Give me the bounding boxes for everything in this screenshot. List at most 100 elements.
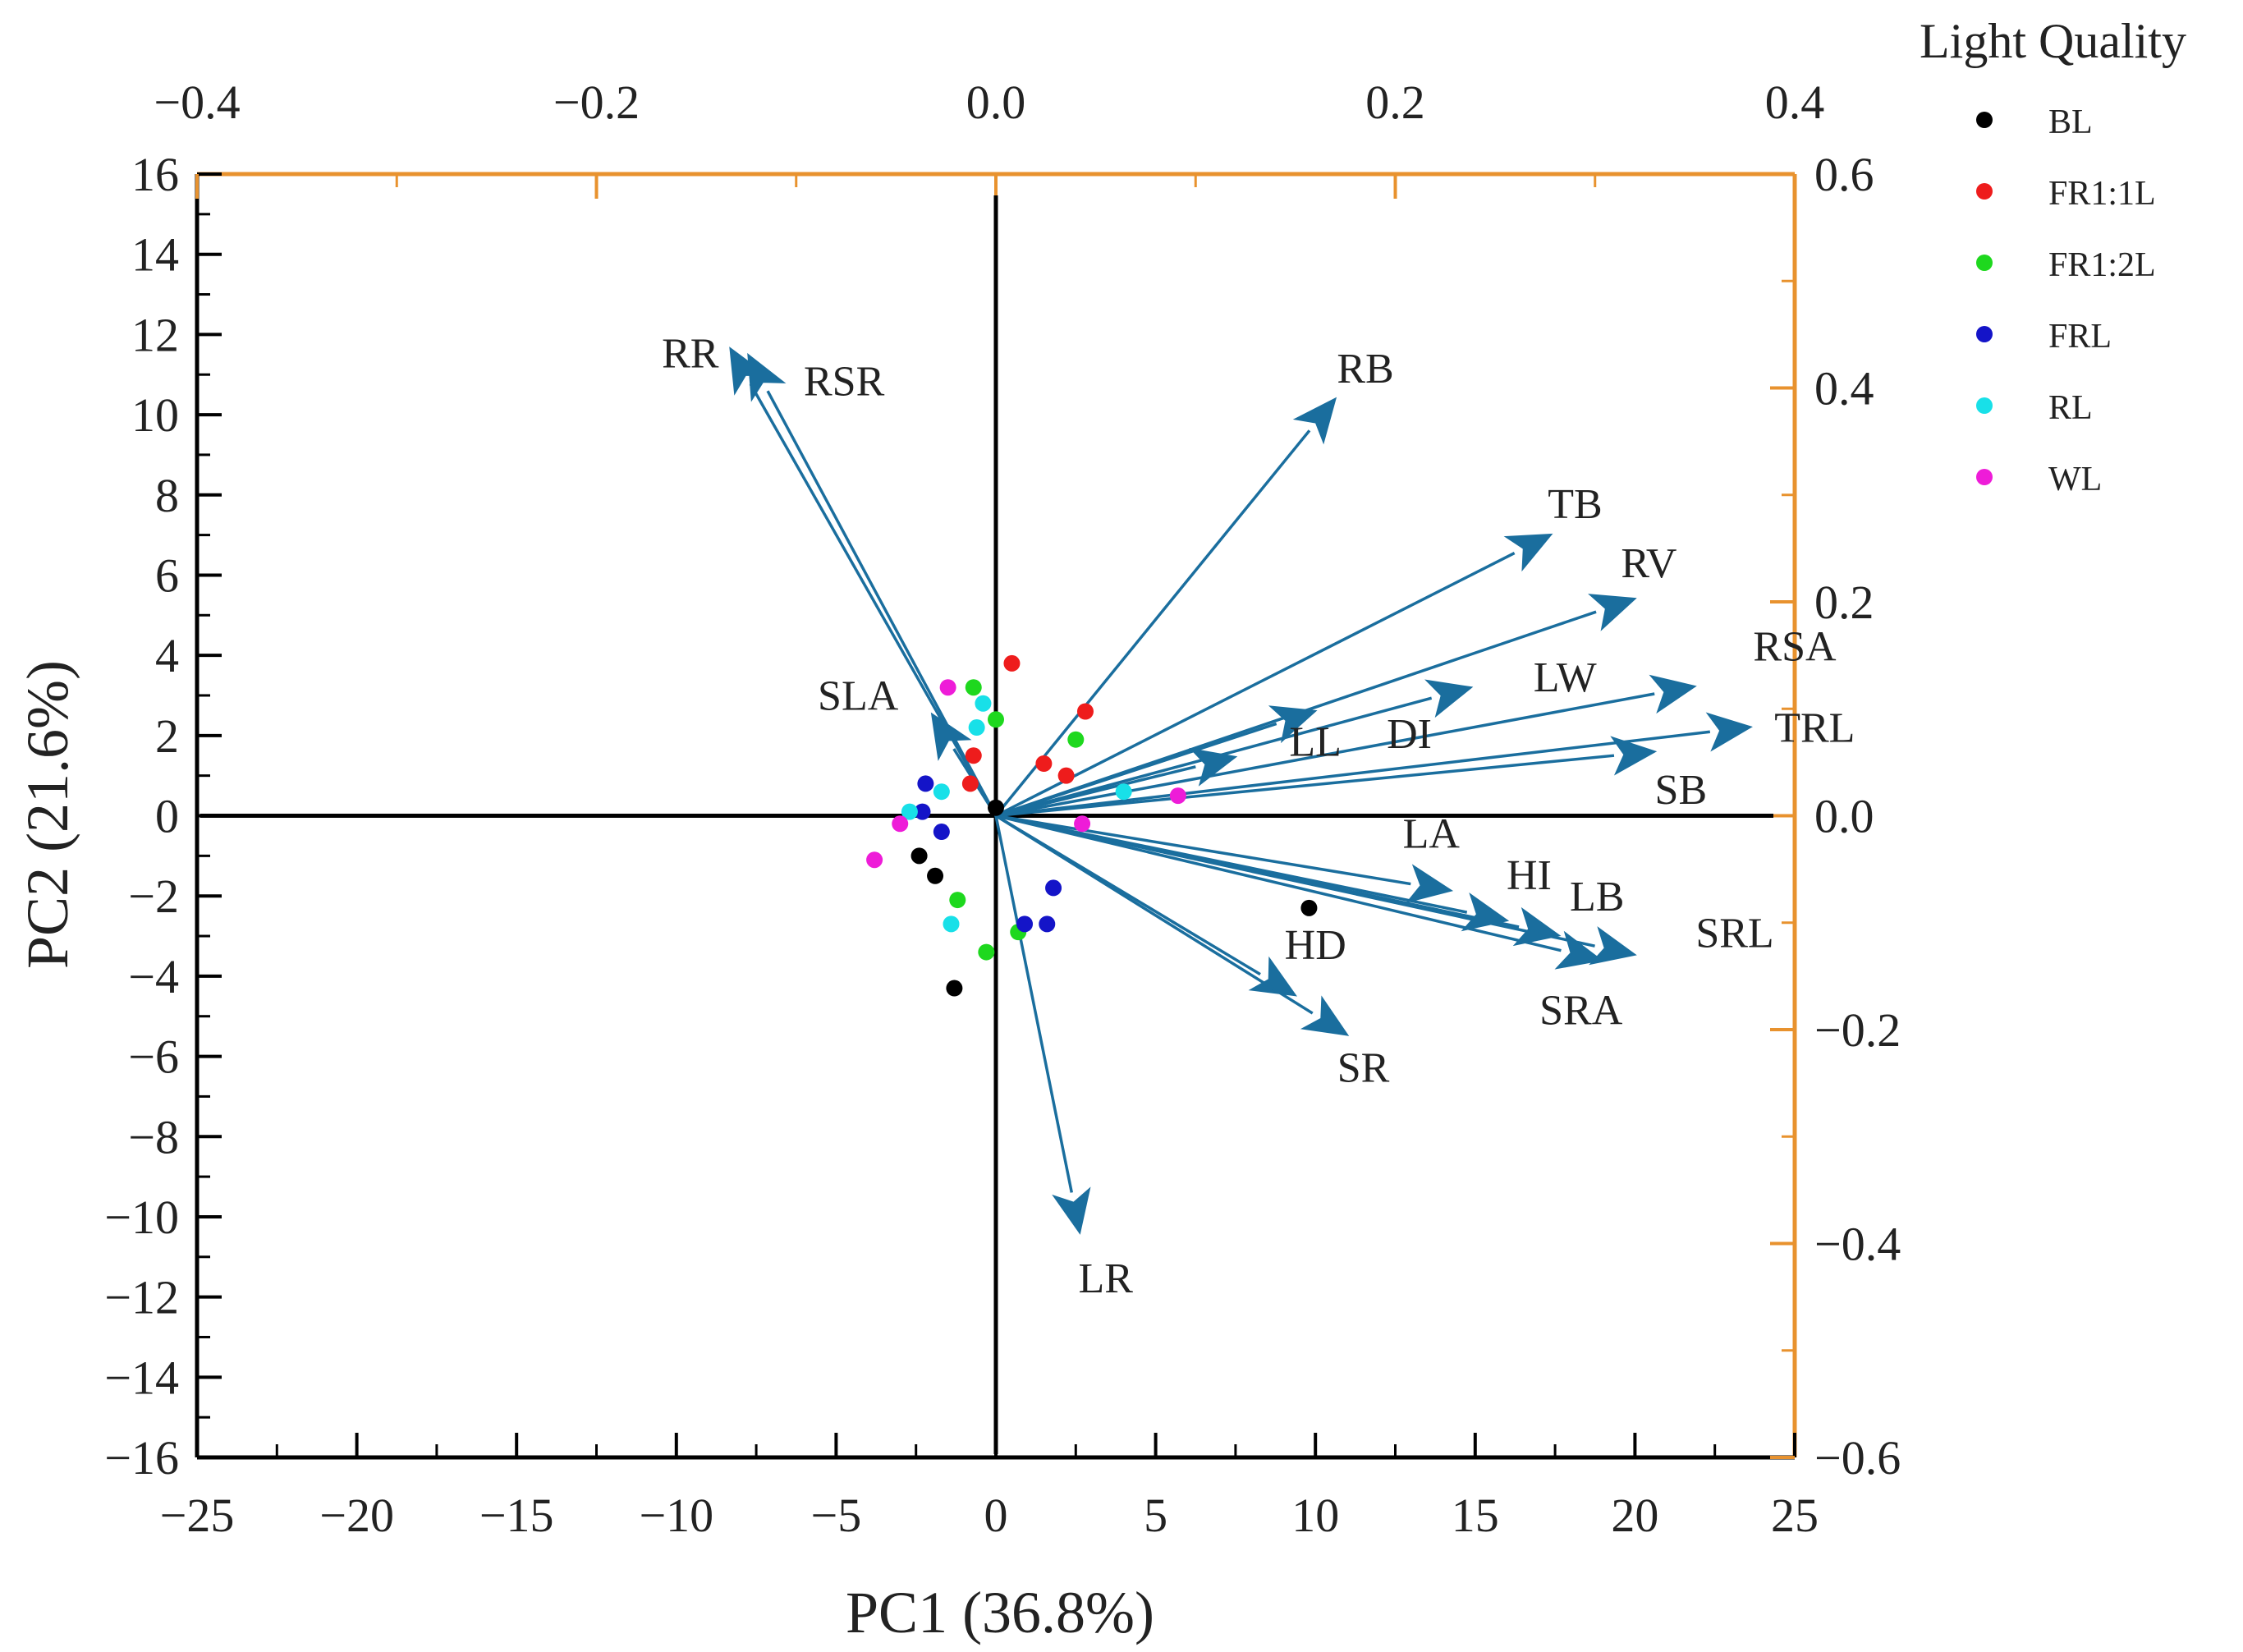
y-tick-label: −8 bbox=[128, 1110, 179, 1163]
loading-arrowhead-rb bbox=[1292, 397, 1337, 445]
score-point-fr1-2l bbox=[949, 892, 966, 909]
loading-label-srl: SRL bbox=[1695, 910, 1773, 957]
legend-label-fr1-2l: FR1:2L bbox=[2048, 246, 2156, 284]
loading-label-sb: SB bbox=[1655, 767, 1708, 814]
score-point-wl bbox=[866, 851, 883, 869]
legend-label-bl: BL bbox=[2048, 103, 2093, 141]
loading-arrow-srl bbox=[995, 814, 1595, 948]
score-point-frl bbox=[1016, 915, 1034, 933]
loading-arrowhead-trl bbox=[1705, 712, 1753, 752]
score-point-frl bbox=[917, 775, 934, 792]
loading-arrow-tb bbox=[995, 551, 1516, 818]
loading-arrow-trl bbox=[995, 730, 1711, 818]
y-tick-label: −6 bbox=[128, 1030, 179, 1084]
loading-label-sra: SRA bbox=[1539, 987, 1623, 1034]
score-point-fr1-1l bbox=[1076, 703, 1094, 720]
axis-tick-labels: −25 −20 −15 −10 −5 0 5 10 15 20 25−16−14−12−10−8−6… bbox=[104, 76, 1901, 1542]
axis-titles: PC1 (36.8%) PC2 (21.6%) bbox=[15, 660, 1154, 1645]
score-point-fr1-1l bbox=[1057, 767, 1075, 784]
legend-marker-fr1-1l bbox=[1976, 183, 1993, 200]
score-point-fr1-1l bbox=[1035, 755, 1053, 773]
loading-label-rb: RB bbox=[1337, 346, 1393, 392]
x-tick-label: −5 bbox=[811, 1489, 862, 1542]
score-point-fr1-2l bbox=[1067, 731, 1085, 748]
loading-label-la: LA bbox=[1403, 810, 1461, 857]
loading-arrowhead-tb bbox=[1503, 533, 1553, 572]
y-tick-label: 14 bbox=[131, 228, 179, 282]
loading-label-rsa: RSA bbox=[1753, 623, 1837, 670]
x-tick-label: −15 bbox=[479, 1489, 554, 1542]
x-tick-label: 5 bbox=[1144, 1489, 1167, 1542]
x-tick-label: 0 bbox=[984, 1489, 1008, 1542]
score-point-wl bbox=[1169, 787, 1186, 805]
top-tick-label: 0.0 bbox=[966, 76, 1026, 129]
loading-arrowhead-sb bbox=[1610, 736, 1658, 776]
right-tick-label: −0.6 bbox=[1814, 1431, 1901, 1485]
x-tick-label: −20 bbox=[319, 1489, 394, 1542]
top-tick-label: 0.4 bbox=[1765, 76, 1825, 129]
legend-marker-fr1-2l bbox=[1976, 255, 1993, 271]
score-point-bl bbox=[1300, 899, 1318, 916]
score-point-fr1-1l bbox=[961, 775, 979, 792]
legend-marker-frl bbox=[1976, 326, 1993, 342]
score-point-frl bbox=[933, 824, 950, 841]
y-tick-label: −10 bbox=[104, 1191, 179, 1244]
x-tick-label: 25 bbox=[1771, 1489, 1819, 1542]
y-tick-label: −2 bbox=[128, 870, 179, 923]
score-point-rl bbox=[1115, 783, 1132, 801]
legend-marker-bl bbox=[1976, 112, 1993, 128]
right-tick-label: −0.4 bbox=[1814, 1218, 1901, 1271]
x-tick-label: 10 bbox=[1291, 1489, 1339, 1542]
score-points bbox=[866, 654, 1318, 997]
y-tick-label: 4 bbox=[155, 629, 179, 682]
loading-label-sr: SR bbox=[1337, 1045, 1390, 1092]
score-point-fr1-1l bbox=[1003, 654, 1021, 672]
score-point-bl bbox=[988, 799, 1004, 816]
loading-arrow-rsr bbox=[766, 390, 998, 817]
loading-arrow-la bbox=[995, 814, 1411, 886]
y-tick-label: 12 bbox=[131, 308, 179, 361]
loading-labels: RR RSR SLA RB TB RV LW RSA DI TRL LL SB LA HI LB SRL SRA… bbox=[662, 331, 1855, 1303]
score-point-fr1-2l bbox=[988, 711, 1004, 728]
loading-arrowhead-di bbox=[1268, 705, 1318, 744]
loading-arrow-sra bbox=[995, 814, 1562, 952]
y-tick-label: 16 bbox=[131, 148, 179, 201]
loading-arrowhead-lr bbox=[1052, 1186, 1091, 1235]
x-tick-label: −10 bbox=[639, 1489, 713, 1542]
score-point-fr1-2l bbox=[978, 943, 995, 961]
loading-label-trl: TRL bbox=[1774, 704, 1855, 751]
loading-label-tb: TB bbox=[1548, 481, 1602, 528]
x-tick-label: 20 bbox=[1611, 1489, 1658, 1542]
score-point-wl bbox=[939, 679, 956, 696]
loading-label-sla: SLA bbox=[818, 672, 899, 719]
loading-label-hi: HI bbox=[1507, 852, 1552, 899]
loading-arrow-di bbox=[995, 722, 1277, 818]
loading-arrow-lr bbox=[994, 815, 1074, 1193]
legend-marker-wl bbox=[1976, 469, 1993, 485]
loading-arrowhead-ll bbox=[1189, 747, 1238, 787]
loading-arrowhead-rsa bbox=[1649, 674, 1697, 714]
axis-ticks bbox=[195, 172, 1796, 1459]
loading-label-hd: HD bbox=[1285, 922, 1346, 969]
score-point-bl bbox=[911, 847, 928, 865]
score-point-fr1-2l bbox=[965, 679, 982, 696]
loading-label-di: DI bbox=[1387, 711, 1432, 758]
score-point-fr1-1l bbox=[965, 747, 982, 764]
y-tick-label: −4 bbox=[128, 950, 179, 1003]
score-point-frl bbox=[914, 803, 931, 820]
legend-label-wl: WL bbox=[2048, 461, 2102, 498]
y-tick-label: −16 bbox=[104, 1431, 179, 1485]
y-tick-label: 10 bbox=[131, 388, 179, 442]
loading-label-ll: LL bbox=[1289, 718, 1342, 765]
score-point-rl bbox=[933, 783, 950, 801]
loading-arrowhead-la bbox=[1406, 864, 1454, 903]
loading-label-rv: RV bbox=[1621, 540, 1677, 587]
score-point-wl bbox=[1074, 815, 1091, 833]
score-point-frl bbox=[1045, 879, 1062, 897]
zero-lines bbox=[200, 195, 1773, 1454]
top-tick-label: −0.2 bbox=[553, 76, 640, 129]
score-point-rl bbox=[943, 915, 960, 933]
score-point-bl bbox=[927, 867, 944, 884]
loading-arrow-sr bbox=[995, 815, 1314, 1015]
loading-arrow-sb bbox=[995, 754, 1615, 818]
